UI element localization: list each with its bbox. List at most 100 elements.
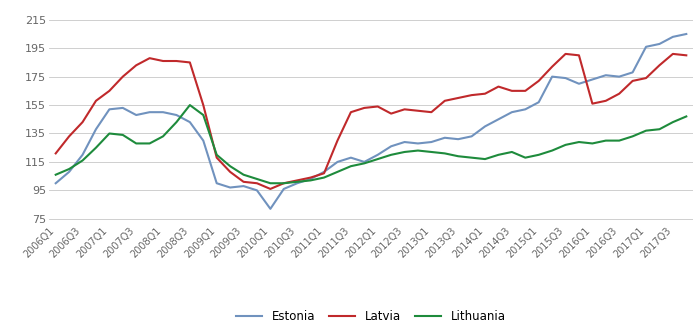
Latvia <box>213 156 221 160</box>
Lithuania <box>199 113 207 117</box>
Latvia <box>307 175 315 179</box>
Estonia <box>508 110 516 114</box>
Latvia <box>642 76 650 80</box>
Lithuania <box>548 149 556 153</box>
Lithuania <box>346 164 355 168</box>
Lithuania <box>253 177 261 181</box>
Estonia <box>118 106 127 110</box>
Latvia <box>588 102 596 106</box>
Lithuania <box>668 120 677 124</box>
Lithuania <box>279 181 288 185</box>
Lithuania <box>159 134 167 138</box>
Estonia <box>52 181 60 185</box>
Latvia <box>387 112 395 115</box>
Estonia <box>468 134 476 138</box>
Estonia <box>239 184 248 188</box>
Latvia <box>655 63 664 67</box>
Estonia <box>387 144 395 148</box>
Latvia <box>668 52 677 56</box>
Lithuania <box>481 157 489 161</box>
Latvia <box>239 180 248 184</box>
Latvia <box>65 134 74 138</box>
Lithuania <box>629 134 637 138</box>
Estonia <box>266 207 274 211</box>
Lithuania <box>440 152 449 155</box>
Latvia <box>548 65 556 69</box>
Latvia <box>454 96 463 100</box>
Latvia <box>535 79 543 83</box>
Latvia <box>601 99 610 103</box>
Estonia <box>65 170 74 174</box>
Latvia <box>346 110 355 114</box>
Estonia <box>78 153 87 157</box>
Latvia <box>78 120 87 124</box>
Lithuania <box>293 180 302 184</box>
Estonia <box>320 170 328 174</box>
Lithuania <box>468 156 476 160</box>
Latvia <box>199 103 207 107</box>
Latvia <box>186 60 194 64</box>
Latvia <box>521 89 529 93</box>
Lithuania <box>642 129 650 133</box>
Lithuania <box>65 167 74 171</box>
Estonia <box>601 73 610 77</box>
Estonia <box>548 75 556 79</box>
Estonia <box>561 76 570 80</box>
Lithuania <box>400 150 409 154</box>
Lithuania <box>360 161 368 165</box>
Lithuania <box>655 127 664 131</box>
Latvia <box>400 107 409 111</box>
Lithuania <box>387 153 395 157</box>
Estonia <box>333 160 342 164</box>
Estonia <box>427 140 435 144</box>
Estonia <box>494 117 503 121</box>
Latvia <box>159 59 167 63</box>
Lithuania <box>146 141 154 145</box>
Latvia <box>266 187 274 191</box>
Estonia <box>642 45 650 49</box>
Latvia <box>226 170 234 174</box>
Latvia <box>374 105 382 109</box>
Estonia <box>213 181 221 185</box>
Line: Lithuania: Lithuania <box>56 105 686 183</box>
Estonia <box>668 35 677 39</box>
Estonia <box>253 188 261 192</box>
Lithuania <box>226 164 234 168</box>
Lithuania <box>105 132 113 135</box>
Estonia <box>92 127 100 131</box>
Lithuania <box>266 181 274 185</box>
Estonia <box>226 186 234 190</box>
Estonia <box>132 113 141 117</box>
Latvia <box>333 139 342 143</box>
Estonia <box>454 137 463 141</box>
Estonia <box>105 107 113 111</box>
Latvia <box>481 92 489 96</box>
Latvia <box>629 79 637 83</box>
Estonia <box>186 120 194 124</box>
Latvia <box>52 152 60 155</box>
Line: Estonia: Estonia <box>56 34 686 209</box>
Lithuania <box>333 170 342 174</box>
Lithuania <box>494 153 503 157</box>
Lithuania <box>588 141 596 145</box>
Estonia <box>629 71 637 74</box>
Lithuania <box>561 143 570 147</box>
Latvia <box>615 92 624 96</box>
Lithuania <box>52 173 60 177</box>
Lithuania <box>213 153 221 157</box>
Estonia <box>307 177 315 181</box>
Estonia <box>615 75 624 79</box>
Lithuania <box>454 154 463 158</box>
Latvia <box>146 56 154 60</box>
Latvia <box>172 59 181 63</box>
Line: Latvia: Latvia <box>56 54 686 189</box>
Lithuania <box>682 114 690 118</box>
Lithuania <box>78 158 87 162</box>
Lithuania <box>92 146 100 150</box>
Lithuania <box>239 173 248 177</box>
Latvia <box>414 109 422 113</box>
Lithuania <box>535 153 543 157</box>
Latvia <box>427 110 435 114</box>
Legend: Estonia, Latvia, Lithuania: Estonia, Latvia, Lithuania <box>237 310 505 323</box>
Lithuania <box>508 150 516 154</box>
